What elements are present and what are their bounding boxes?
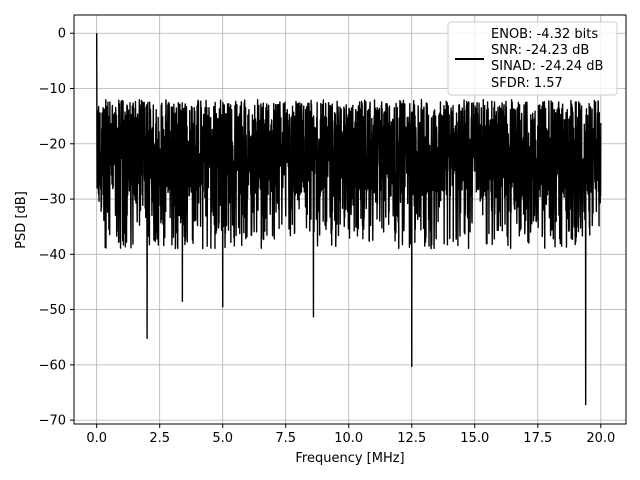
x-tick-label: 10.0 (334, 431, 363, 446)
y-tick-label: −10 (39, 82, 66, 97)
x-tick-label: 20.0 (586, 431, 615, 446)
legend-entry-sinad: SINAD: -24.24 dB (491, 59, 603, 74)
y-axis-label: PSD [dB] (14, 191, 29, 249)
x-tick-label: 17.5 (523, 431, 552, 446)
legend-entry-enob: ENOB: -4.32 bits (491, 27, 598, 42)
y-tick-label: −50 (39, 303, 66, 318)
y-tick-label: −20 (39, 137, 66, 152)
legend-box (447, 21, 618, 96)
legend-entry-snr: SNR: -24.23 dB (491, 43, 589, 58)
x-tick-label: 15.0 (460, 431, 489, 446)
legend-entry-sfdr: SFDR: 1.57 (491, 76, 563, 91)
x-tick-label: 0.0 (86, 431, 107, 446)
x-tick-label: 12.5 (397, 431, 426, 446)
y-tick-label: 0 (58, 27, 66, 42)
series-layer (95, 33, 602, 406)
axes-frame (73, 14, 627, 425)
x-tick-label: 7.5 (275, 431, 296, 446)
psd-series-line (95, 33, 602, 406)
y-tick-label: −60 (39, 358, 66, 373)
y-tick-label: −30 (39, 193, 66, 208)
y-tick-label: −40 (39, 248, 66, 263)
y-tick-label: −70 (39, 414, 66, 429)
x-tick-label: 5.0 (212, 431, 233, 446)
legend: ENOB: -4.32 bits SNR: -24.23 dB SINAD: -… (447, 21, 618, 96)
x-axis-label: Frequency [MHz] (295, 451, 404, 466)
x-tick-label: 2.5 (149, 431, 170, 446)
tick-layer: 0.0 2.5 5.0 7.5 10.0 12.5 15.0 17.5 20.0 0 −10 −20 −… (39, 27, 616, 446)
